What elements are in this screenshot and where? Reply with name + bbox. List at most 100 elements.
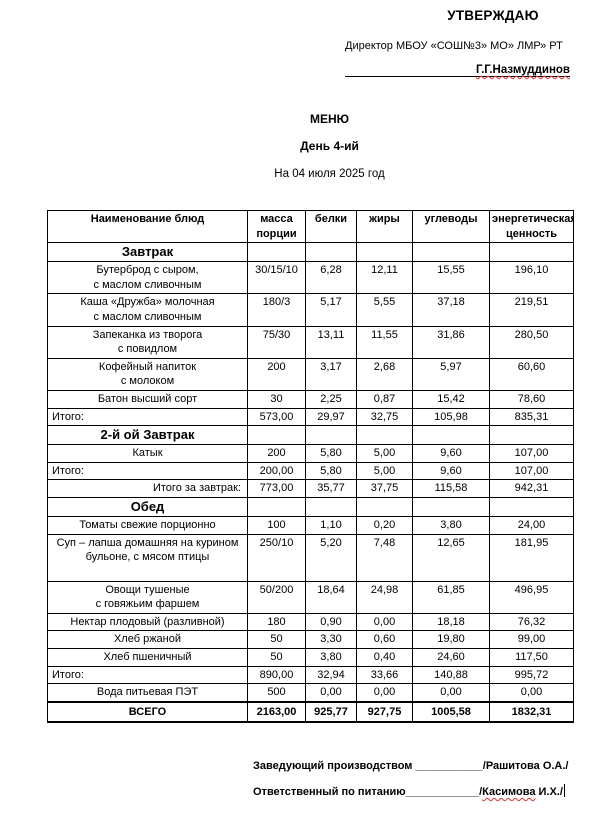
value-cell <box>247 242 306 263</box>
value-cell: 0,00 <box>412 683 490 703</box>
value-cell: 5,00 <box>356 461 413 481</box>
value-cell: 76,32 <box>489 612 574 632</box>
value-cell: 32,94 <box>305 665 357 685</box>
value-cell: 5,55 <box>356 293 413 327</box>
table-row: Томаты свежие порционно 100 1,10 0,20 3,80 24… <box>47 515 574 535</box>
value-cell: 50/200 <box>247 580 306 614</box>
approve-heading: УТВЕРЖДАЮ <box>447 8 539 23</box>
value-cell: 2,25 <box>305 389 357 409</box>
value-cell: 7,48 <box>356 533 413 582</box>
value-cell: 6,28 <box>305 261 357 295</box>
value-cell: 2163,00 <box>247 700 306 723</box>
director-signature-line: Г.Г.Назмуддинов <box>345 62 577 77</box>
dish-name-cell: Хлеб ржаной <box>47 630 248 650</box>
value-cell: 927,75 <box>356 700 413 723</box>
dish-name-cell: Суп – лапша домашняя на курином бульоне,… <box>47 533 248 582</box>
director-name: Г.Г.Назмуддинов <box>476 64 570 77</box>
value-cell: 200 <box>247 357 306 391</box>
value-cell: 0,40 <box>356 648 413 667</box>
menu-day: День 4-ий <box>300 139 359 153</box>
value-cell: 105,98 <box>412 407 490 427</box>
value-cell: 115,58 <box>412 479 490 498</box>
dish-name-cell: Батон высший сорт <box>47 389 248 409</box>
table-row: Итого: 573,00 29,97 32,75 105,98 835,31 <box>47 407 574 427</box>
value-cell: 140,88 <box>412 665 490 685</box>
value-cell <box>247 425 306 446</box>
table-row: Нектар плодовый (разливной) 180 0,90 0,00 18… <box>47 612 574 632</box>
value-cell: 0,00 <box>356 683 413 703</box>
value-cell: 11,55 <box>356 325 413 359</box>
value-cell: 30/15/10 <box>247 261 306 295</box>
value-cell <box>356 242 413 263</box>
table-row: Запеканка из творога с повидлом 75/30 13,1… <box>47 325 574 359</box>
value-cell: 32,75 <box>356 407 413 427</box>
production-manager-line: Заведующий производством ___________/Раш… <box>253 760 593 772</box>
menu-title: МЕНЮ <box>309 112 350 126</box>
value-cell: 100 <box>247 515 306 535</box>
value-cell: 31,86 <box>412 325 490 359</box>
dish-name-cell: Запеканка из творога с повидлом <box>47 325 248 359</box>
value-cell: 5,00 <box>356 444 413 463</box>
value-cell: 99,00 <box>489 630 574 650</box>
value-cell: 78,60 <box>489 389 574 409</box>
value-cell <box>247 496 306 517</box>
value-cell: 773,00 <box>247 479 306 498</box>
value-cell: 37,18 <box>412 293 490 327</box>
value-cell: 3,80 <box>412 515 490 535</box>
value-cell: 200,00 <box>247 461 306 481</box>
table-row: Суп – лапша домашняя на курином бульоне,… <box>47 533 574 582</box>
value-cell: 24,60 <box>412 648 490 667</box>
dish-name-cell: Хлеб пшеничный <box>47 648 248 667</box>
value-cell: 0,60 <box>356 630 413 650</box>
value-cell: 500 <box>247 683 306 703</box>
value-cell: 33,66 <box>356 665 413 685</box>
nutrition-officer-label: Ответственный по питанию <box>253 786 406 798</box>
value-cell: 50 <box>247 630 306 650</box>
table-row: Катык 200 5,80 5,00 9,60 107,00 <box>47 444 574 463</box>
table-header-row: Наименование блюд масса порции белки жир… <box>47 209 574 244</box>
value-cell: 117,50 <box>489 648 574 667</box>
value-cell: 3,80 <box>305 648 357 667</box>
value-cell: 24,98 <box>356 580 413 614</box>
dish-name-cell: 2-й ой Завтрак <box>47 425 248 446</box>
col-header-carbs: углеводы <box>412 209 490 244</box>
value-cell: 5,20 <box>305 533 357 582</box>
col-header-portion-mass: масса порции <box>247 209 306 244</box>
nutrition-officer-name-prefix: / <box>479 786 483 798</box>
value-cell: 1,10 <box>305 515 357 535</box>
value-cell <box>305 242 357 263</box>
value-cell: 12,11 <box>356 261 413 295</box>
value-cell <box>489 496 574 517</box>
value-cell: 200 <box>247 444 306 463</box>
value-cell: 15,42 <box>412 389 490 409</box>
value-cell: 219,51 <box>489 293 574 327</box>
dish-name-cell: Итого: <box>47 461 248 481</box>
table-row: Кофейный напиток с молоком 200 3,17 2,68 5,9… <box>47 357 574 391</box>
value-cell: 180 <box>247 612 306 632</box>
value-cell: 61,85 <box>412 580 490 614</box>
text-cursor <box>563 784 565 797</box>
table-row: ВСЕГО 2163,00 925,77 927,75 1005,58 1832,31 <box>47 700 574 723</box>
dish-name-cell: Завтрак <box>47 242 248 263</box>
value-cell <box>412 242 490 263</box>
table-row: Каша «Дружба» молочная с маслом сливочны… <box>47 293 574 327</box>
value-cell: 0,00 <box>305 683 357 703</box>
dish-name-cell: Кофейный напиток с молоком <box>47 357 248 391</box>
dish-name-cell: Итого за завтрак: <box>47 479 248 498</box>
nutrition-officer-blank: ____________ <box>405 786 480 798</box>
value-cell: 60,60 <box>489 357 574 391</box>
dish-name-cell: Вода питьевая ПЭТ <box>47 683 248 703</box>
value-cell: 9,60 <box>412 444 490 463</box>
section-header-row: 2-й ой Завтрак <box>47 425 574 446</box>
value-cell: 280,50 <box>489 325 574 359</box>
value-cell: 107,00 <box>489 461 574 481</box>
value-cell: 18,64 <box>305 580 357 614</box>
value-cell: 18,18 <box>412 612 490 632</box>
value-cell: 180/3 <box>247 293 306 327</box>
value-cell: 107,00 <box>489 444 574 463</box>
table-row: Итого: 200,00 5,80 5,00 9,60 107,00 <box>47 461 574 481</box>
value-cell: 835,31 <box>489 407 574 427</box>
value-cell: 3,17 <box>305 357 357 391</box>
value-cell <box>356 496 413 517</box>
value-cell: 5,80 <box>305 461 357 481</box>
